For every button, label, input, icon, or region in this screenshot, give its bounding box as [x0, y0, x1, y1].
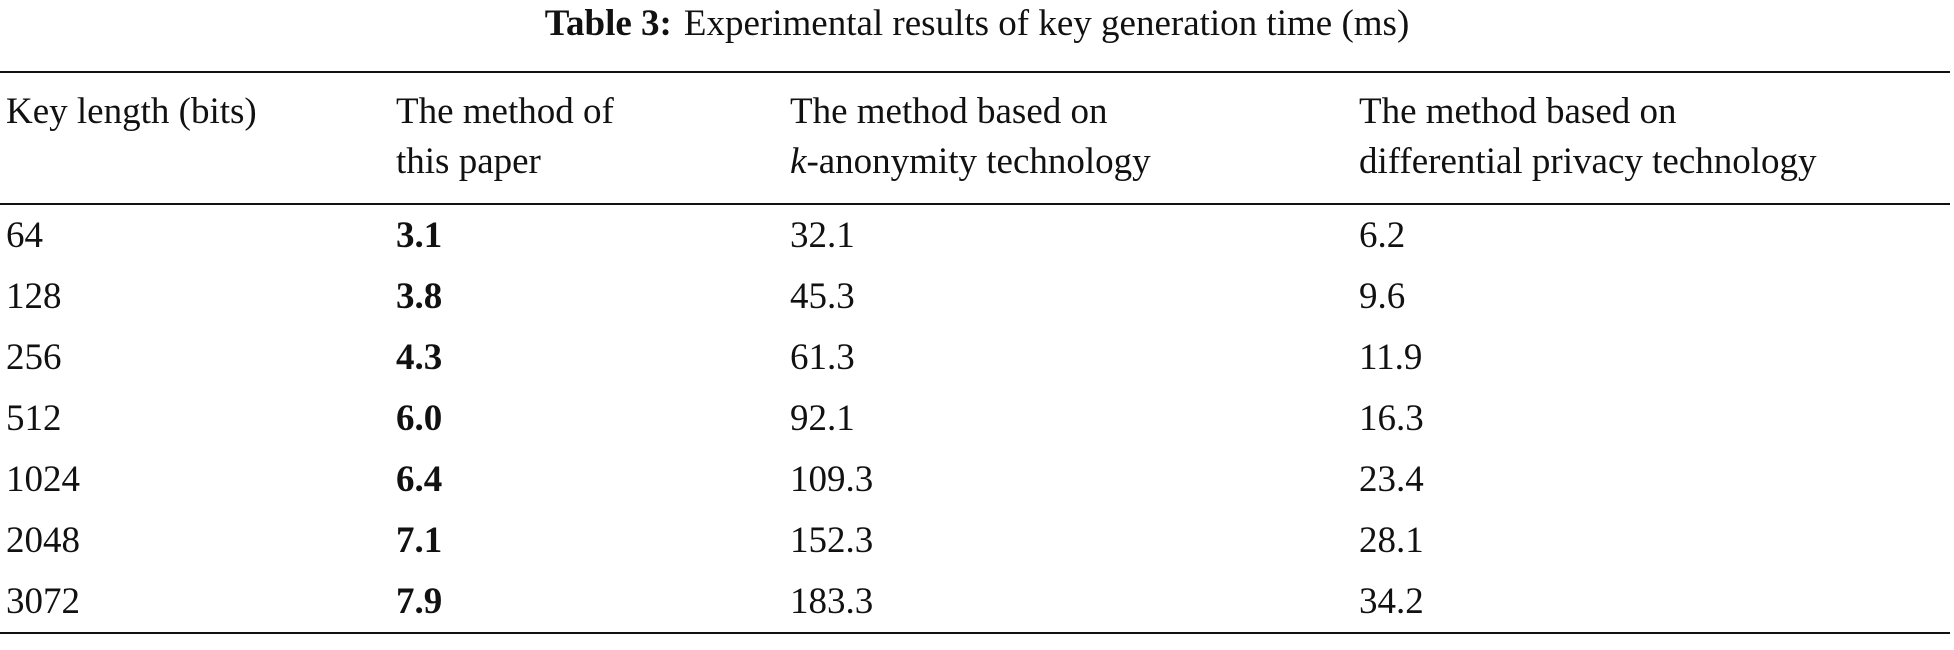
caption-label: Table 3:: [544, 3, 672, 44]
table-cell: 6.4: [396, 459, 443, 500]
table-cell: 3.8: [396, 276, 443, 317]
table-cell: 6.0: [396, 398, 443, 439]
table-cell: 3072: [6, 581, 80, 622]
table-cell: 109.3: [790, 459, 874, 500]
table-cell: 45.3: [790, 276, 855, 317]
table-cell: 512: [6, 398, 62, 439]
table-cell: 92.1: [790, 398, 855, 439]
table-cell: 3.1: [396, 215, 443, 256]
table-cell: 9.6: [1359, 276, 1406, 317]
table-cell: 61.3: [790, 337, 855, 378]
header-text: The method of: [396, 91, 614, 132]
table-cell: 16.3: [1359, 398, 1424, 439]
table-header: Key length (bits) The method of this pape…: [0, 72, 1950, 204]
table-cell: 28.1: [1359, 520, 1424, 561]
table-body: 64 3.1 32.1 6.2 128 3.8 45.3 9.6 256 4.3 61.3 11.9 5…: [0, 204, 1950, 633]
header-text: -anonymity technology: [806, 141, 1151, 182]
table-row: 2048 7.1 152.3 28.1: [0, 510, 1950, 571]
header-text: Key length (bits): [6, 91, 257, 132]
table-caption: Table 3: Experimental results of key gene…: [0, 2, 1954, 46]
table-cell: 32.1: [790, 215, 855, 256]
table-cell: 11.9: [1359, 337, 1423, 378]
header-cell: The method based on differential privacy …: [1353, 72, 1950, 204]
table-cell: 256: [6, 337, 62, 378]
table-cell: 64: [6, 215, 43, 256]
table-row: 1024 6.4 109.3 23.4: [0, 449, 1950, 510]
header-text: The method based on: [1359, 91, 1677, 132]
header-text: differential privacy technology: [1359, 141, 1817, 182]
table-cell: 183.3: [790, 581, 874, 622]
table-cell: 2048: [6, 520, 80, 561]
table-cell: 7.9: [396, 581, 443, 622]
table-row: 128 3.8 45.3 9.6: [0, 266, 1950, 327]
table-cell: 152.3: [790, 520, 874, 561]
table-cell: 7.1: [396, 520, 443, 561]
header-text: The method based on: [790, 91, 1108, 132]
header-cell: The method based on k-anonymity technolog…: [784, 72, 1353, 204]
caption-text: Experimental results of key generation t…: [683, 3, 1410, 44]
table-row: 64 3.1 32.1 6.2: [0, 204, 1950, 266]
results-table: Key length (bits) The method of this pape…: [0, 71, 1950, 634]
table-cell: 6.2: [1359, 215, 1406, 256]
header-cell: Key length (bits): [0, 72, 390, 204]
header-row: Key length (bits) The method of this pape…: [0, 72, 1950, 204]
header-cell: The method of this paper: [390, 72, 784, 204]
table-cell: 1024: [6, 459, 80, 500]
header-text: this paper: [396, 141, 541, 182]
table-row: 512 6.0 92.1 16.3: [0, 388, 1950, 449]
table-cell: 23.4: [1359, 459, 1424, 500]
table-cell: 34.2: [1359, 581, 1424, 622]
table-cell: 128: [6, 276, 62, 317]
table-row: 3072 7.9 183.3 34.2: [0, 571, 1950, 633]
header-text: k: [790, 141, 807, 182]
table-cell: 4.3: [396, 337, 443, 378]
table-row: 256 4.3 61.3 11.9: [0, 327, 1950, 388]
